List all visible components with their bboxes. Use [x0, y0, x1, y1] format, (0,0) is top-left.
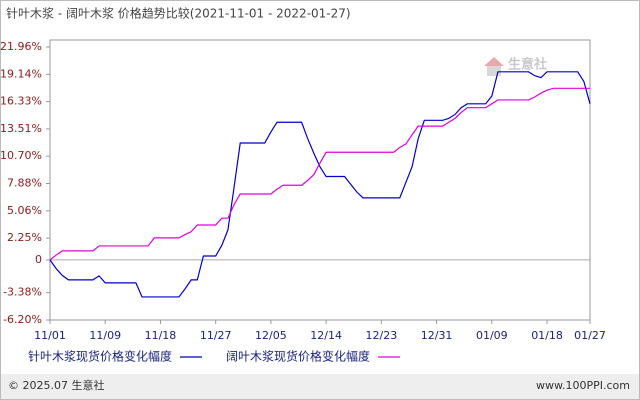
watermark-text: 生意社	[508, 57, 547, 73]
legend-label: 针叶木浆现货价格变化幅度	[28, 349, 172, 364]
x-tick-label: 11/18	[145, 329, 177, 342]
y-tick-label: 0	[35, 253, 42, 266]
x-tick-label: 01/18	[531, 329, 563, 342]
footer-left: © 2025.07 生意社	[8, 378, 104, 392]
y-tick-label: 10.70%	[0, 149, 42, 162]
x-tick-label: 12/14	[310, 329, 342, 342]
series-line	[49, 87, 590, 261]
watermark-logo	[484, 57, 504, 66]
y-tick-label: 13.51%	[0, 122, 42, 135]
chart-title: 针叶木浆 - 阔叶木浆 价格趋势比较(2021-11-01 - 2022-01-…	[6, 6, 351, 21]
y-tick-label: 5.06%	[7, 204, 42, 217]
y-tick-label: 16.33%	[0, 95, 42, 108]
watermark: 生意社	[484, 57, 547, 76]
y-tick-label: -3.38%	[3, 286, 42, 299]
x-tick-label: 01/09	[476, 329, 508, 342]
x-tick-label: 01/27	[574, 329, 606, 342]
y-tick-label: 7.88%	[7, 177, 42, 190]
x-tick-label: 12/05	[255, 329, 287, 342]
y-tick-label: -6.20%	[3, 313, 42, 326]
footer-bar	[1, 374, 639, 399]
watermark-logo	[487, 66, 501, 76]
x-tick-label: 12/31	[421, 329, 453, 342]
x-tick-label: 11/01	[34, 329, 66, 342]
y-tick-label: 2.25%	[7, 231, 42, 244]
y-tick-label: 19.14%	[0, 67, 42, 80]
legend-label: 阔叶木浆现货价格变化幅度	[226, 349, 370, 364]
series-line	[49, 71, 591, 298]
plot-border	[49, 39, 591, 321]
x-tick-label: 12/23	[366, 329, 398, 342]
y-tick-label: 21.96%	[0, 40, 42, 53]
footer-right: www.100PPI.com	[536, 379, 630, 392]
x-tick-label: 11/27	[200, 329, 232, 342]
x-tick-label: 11/09	[89, 329, 121, 342]
